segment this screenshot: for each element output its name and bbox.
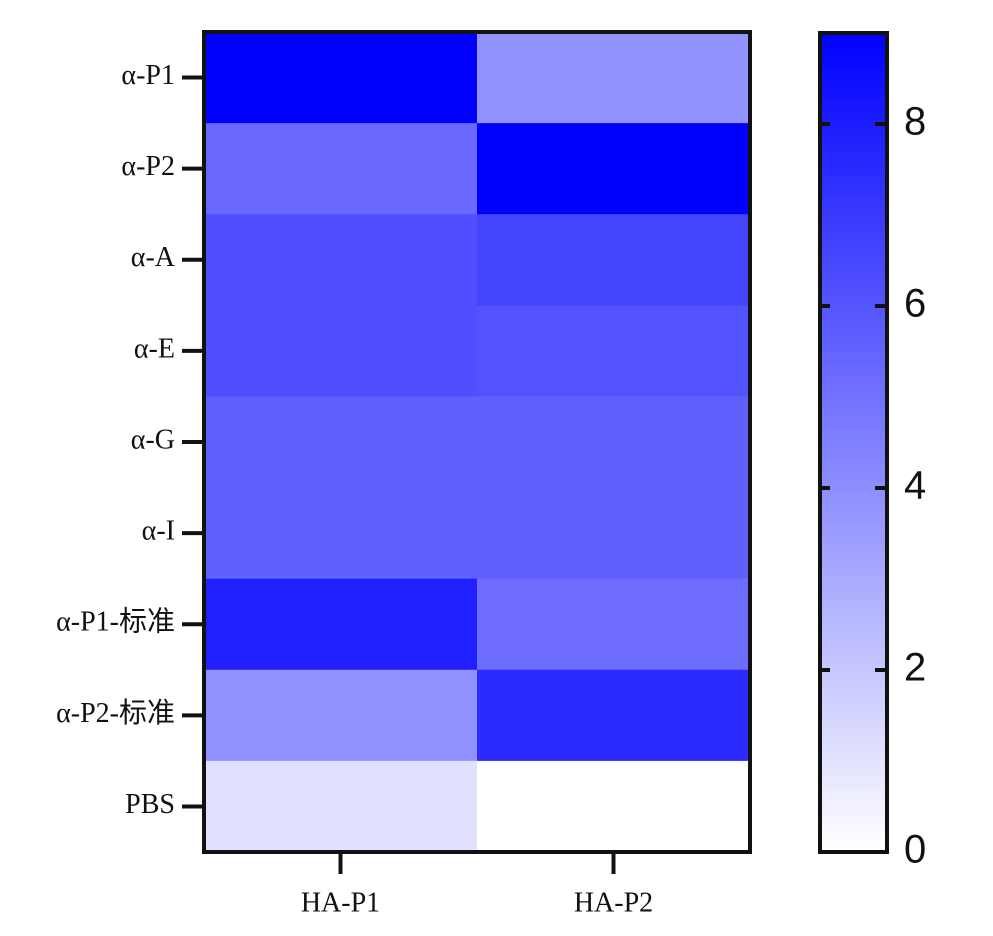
heat-cell — [477, 32, 751, 124]
heat-cell — [204, 487, 478, 580]
heat-cell — [204, 32, 478, 124]
heat-cell — [204, 214, 478, 306]
heat-cell — [477, 760, 751, 853]
heat-cell — [477, 123, 751, 215]
y-tick-label: α-I — [142, 516, 175, 547]
heat-cell — [204, 123, 478, 215]
heat-cell — [477, 305, 751, 397]
y-tick-label: PBS — [125, 789, 175, 820]
x-tick-label: HA-P1 — [301, 887, 380, 918]
colorbar-tick-label: 2 — [904, 646, 926, 690]
heat-cell — [204, 305, 478, 397]
heat-cell — [204, 396, 478, 489]
colorbar-tick-label: 8 — [904, 100, 926, 144]
y-tick-label: α-P1-标准 — [56, 606, 175, 638]
y-tick-label: α-E — [134, 333, 175, 364]
y-tick-label: α-P2 — [121, 151, 175, 182]
heat-cell — [204, 578, 478, 671]
colorbar-tick-label: 0 — [904, 828, 926, 872]
y-tick-label: α-G — [131, 424, 175, 455]
x-tick-label: HA-P2 — [574, 887, 653, 918]
heat-cell — [204, 669, 478, 762]
colorbar-tick-label: 4 — [904, 464, 926, 508]
heat-cell — [477, 487, 751, 580]
y-tick-label: α-P1 — [121, 60, 175, 91]
y-tick-label: α-P2-标准 — [56, 697, 175, 729]
heat-cell — [477, 578, 751, 671]
colorbar-tick-label: 6 — [904, 282, 926, 326]
heat-cell — [477, 396, 751, 489]
y-tick-label: α-A — [131, 242, 176, 273]
heat-cell — [477, 214, 751, 306]
heat-cell — [477, 669, 751, 762]
heat-cell — [204, 760, 478, 853]
colorbar — [818, 31, 889, 854]
